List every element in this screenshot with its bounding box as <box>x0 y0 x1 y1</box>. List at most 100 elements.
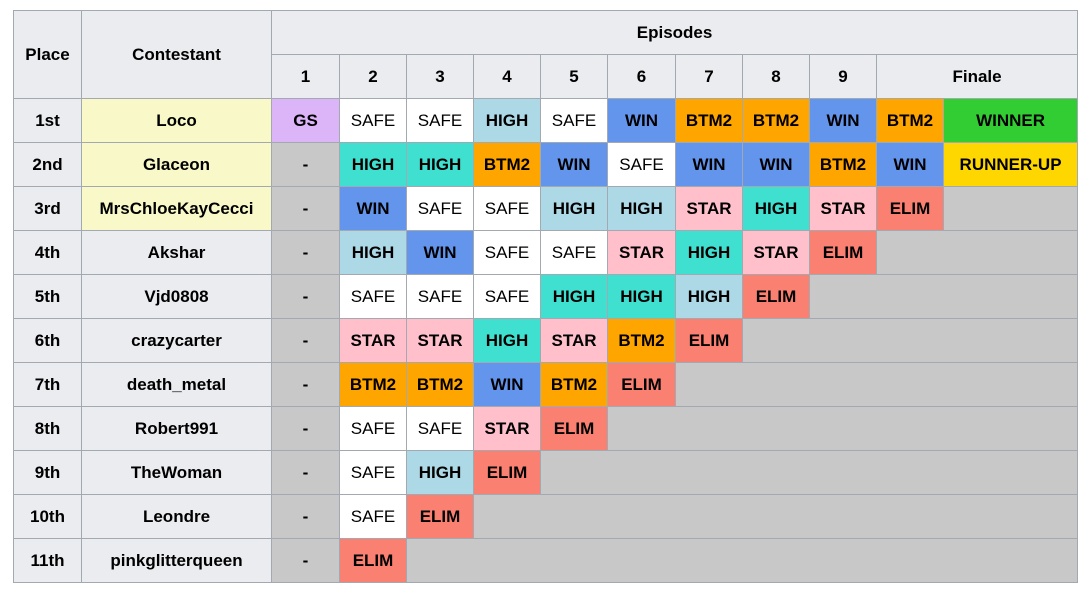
result-cell: HIGH <box>339 142 407 187</box>
contestant-row: 4th Akshar - HIGH WIN SAFE SAFE STAR HIGH STAR ELI… <box>13 230 1079 275</box>
result-cell: - <box>271 362 340 407</box>
result-cell: BTM2 <box>675 98 743 143</box>
result-cell: HIGH <box>473 318 541 363</box>
empty-cell <box>674 362 1079 407</box>
result-cell: RUNNER-UP <box>942 142 1079 187</box>
result-cell: HIGH <box>406 142 474 187</box>
result-cell: SAFE <box>406 186 474 231</box>
result-cell: SAFE <box>339 406 407 451</box>
result-cell: SAFE <box>406 274 474 319</box>
episode-number: 2 <box>339 54 407 99</box>
contestant-row: 1st Loco GS SAFE SAFE HIGH SAFE WIN BTM2 BTM2 WIN B… <box>13 98 1079 143</box>
contestant-cell: Robert991 <box>81 406 272 451</box>
result-cell: - <box>271 450 340 495</box>
empty-cell <box>741 318 1079 363</box>
contestant-cell: TheWoman <box>81 450 272 495</box>
progress-table: Place Contestant Episodes 1 2 3 4 5 6 7 8 9 Final… <box>13 10 1079 583</box>
result-cell: BTM2 <box>406 362 474 407</box>
result-cell: ELIM <box>675 318 743 363</box>
result-cell: ELIM <box>473 450 541 495</box>
result-cell: - <box>271 230 340 275</box>
result-cell: BTM2 <box>473 142 541 187</box>
result-cell: ELIM <box>406 494 474 539</box>
place-cell: 4th <box>13 230 82 275</box>
episode-number: 9 <box>809 54 877 99</box>
result-cell: SAFE <box>473 274 541 319</box>
result-cell: BTM2 <box>339 362 407 407</box>
result-cell: SAFE <box>406 98 474 143</box>
result-cell: STAR <box>607 230 676 275</box>
place-cell: 10th <box>13 494 82 539</box>
contestant-cell: death_metal <box>81 362 272 407</box>
result-cell: - <box>271 142 340 187</box>
contestant-header: Contestant <box>81 10 272 99</box>
result-cell: WIN <box>540 142 608 187</box>
result-cell: HIGH <box>473 98 541 143</box>
result-cell: SAFE <box>406 406 474 451</box>
place-cell: 5th <box>13 274 82 319</box>
result-cell: HIGH <box>675 274 743 319</box>
episode-number: 7 <box>675 54 743 99</box>
result-cell: HIGH <box>540 186 608 231</box>
result-cell: SAFE <box>339 274 407 319</box>
result-cell: HIGH <box>540 274 608 319</box>
place-cell: 8th <box>13 406 82 451</box>
result-cell: - <box>271 318 340 363</box>
result-cell: STAR <box>675 186 743 231</box>
result-cell: SAFE <box>339 98 407 143</box>
result-cell: ELIM <box>742 274 810 319</box>
result-cell: WIN <box>809 98 877 143</box>
contestant-row: 11th pinkglitterqueen - ELIM <box>13 538 1079 583</box>
result-cell: ELIM <box>540 406 608 451</box>
result-cell: - <box>271 494 340 539</box>
result-cell: WIN <box>339 186 407 231</box>
empty-cell <box>606 406 1079 451</box>
result-cell: BTM2 <box>742 98 810 143</box>
contestant-row: 3rd MrsChloeKayCecci - WIN SAFE SAFE HIGH HIGH S… <box>13 186 1079 231</box>
result-cell: GS <box>271 98 340 143</box>
result-cell: HIGH <box>742 186 810 231</box>
contestant-cell: crazycarter <box>81 318 272 363</box>
place-cell: 3rd <box>13 186 82 231</box>
result-cell: - <box>271 538 340 583</box>
result-cell: BTM2 <box>876 98 944 143</box>
contestant-row: 8th Robert991- SAFE SAFE STAR ELIM <box>13 406 1079 451</box>
episode-number: 8 <box>742 54 810 99</box>
contestant-cell: Loco <box>81 98 272 143</box>
contestant-cell: Akshar <box>81 230 272 275</box>
result-cell: STAR <box>540 318 608 363</box>
result-cell: - <box>271 406 340 451</box>
result-cell: HIGH <box>339 230 407 275</box>
place-cell: 11th <box>13 538 82 583</box>
result-cell: WIN <box>406 230 474 275</box>
place-cell: 6th <box>13 318 82 363</box>
contestant-cell: pinkglitterqueen <box>81 538 272 583</box>
episodes-header: Episodes <box>270 10 1079 55</box>
contestant-cell: MrsChloeKayCecci <box>81 186 272 231</box>
result-cell: HIGH <box>607 186 676 231</box>
empty-cell <box>942 186 1079 231</box>
contestant-row: 5th Vjd0808- SAFE SAFE SAFE HIGH HIGH HIGH ELIM <box>13 274 1079 319</box>
result-cell: STAR <box>742 230 810 275</box>
result-cell: SAFE <box>339 494 407 539</box>
result-cell: STAR <box>809 186 877 231</box>
result-cell: BTM2 <box>607 318 676 363</box>
episode-number: 3 <box>406 54 474 99</box>
result-cell: STAR <box>339 318 407 363</box>
result-cell: WIN <box>473 362 541 407</box>
episode-number: 1 <box>271 54 340 99</box>
result-cell: SAFE <box>473 230 541 275</box>
contestant-row: 10th Leondre - SAFE ELIM <box>13 494 1079 539</box>
result-cell: WIN <box>876 142 944 187</box>
result-cell: HIGH <box>406 450 474 495</box>
contestant-cell: Glaceon <box>81 142 272 187</box>
result-cell: SAFE <box>540 230 608 275</box>
result-cell: ELIM <box>607 362 676 407</box>
contestant-row: 9th TheWoman - SAFE HIGH ELIM <box>13 450 1079 495</box>
empty-cell <box>808 274 1079 319</box>
place-cell: 1st <box>13 98 82 143</box>
result-cell: WIN <box>675 142 743 187</box>
result-cell: WIN <box>742 142 810 187</box>
contestant-cell: Vjd0808 <box>81 274 272 319</box>
